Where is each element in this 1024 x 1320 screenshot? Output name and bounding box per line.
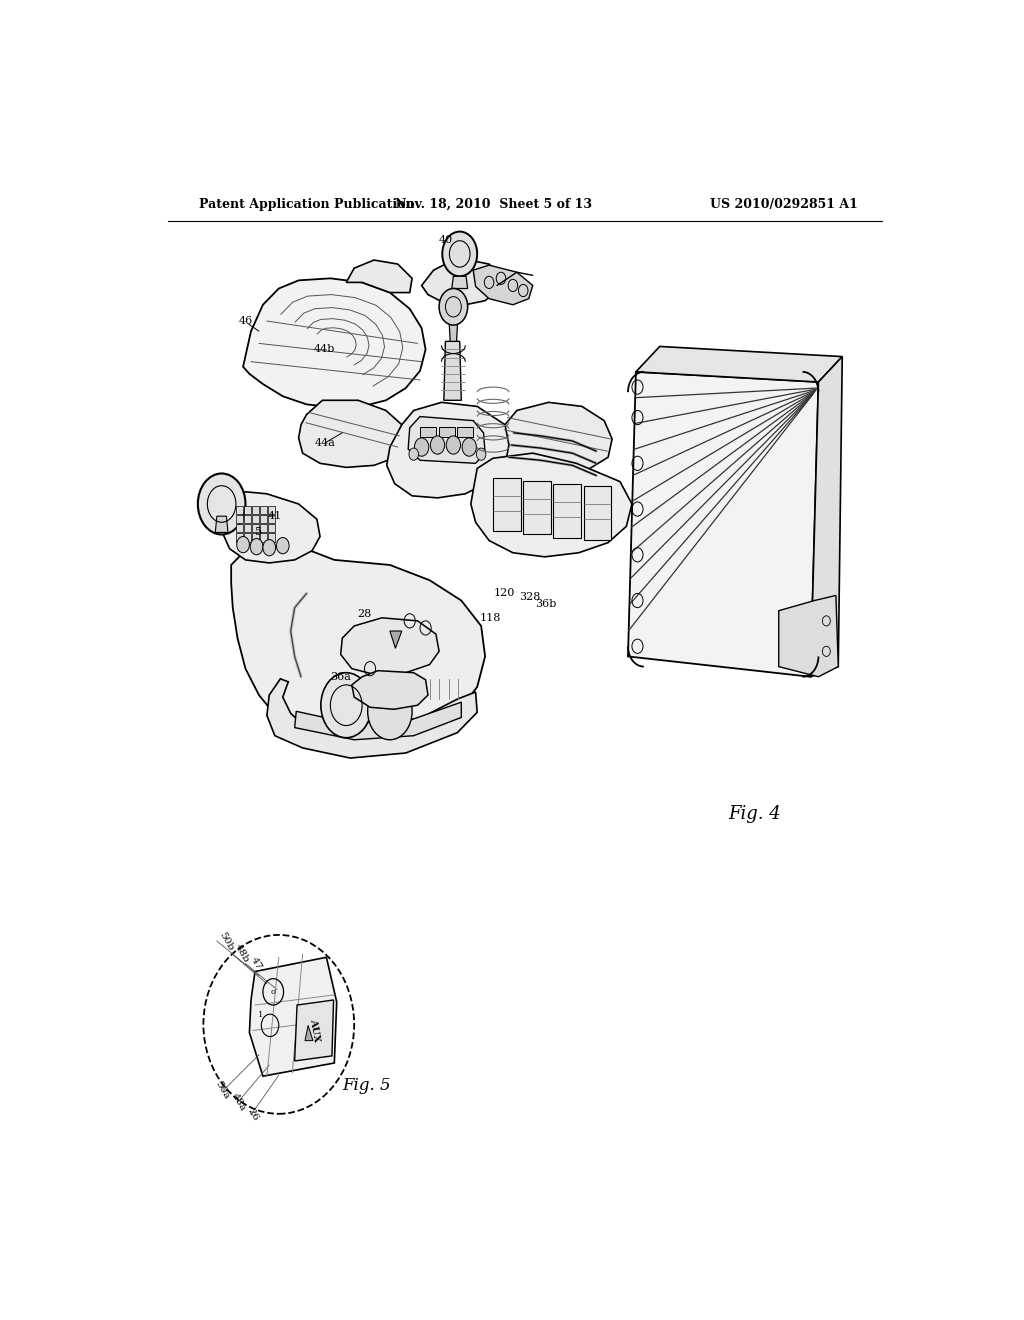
Text: 328: 328 [519,593,541,602]
Circle shape [476,447,486,461]
Polygon shape [223,492,321,562]
Polygon shape [458,426,473,437]
Polygon shape [244,515,251,523]
Polygon shape [390,631,401,648]
Polygon shape [387,403,509,498]
Polygon shape [236,533,243,541]
Polygon shape [244,524,251,532]
Text: Patent Application Publication: Patent Application Publication [200,198,415,211]
Polygon shape [267,524,274,532]
Polygon shape [811,356,842,677]
Polygon shape [260,515,267,523]
Polygon shape [267,506,274,515]
Polygon shape [449,313,458,342]
Polygon shape [584,486,611,540]
Polygon shape [500,403,612,475]
Circle shape [409,447,419,461]
Text: 5: 5 [255,528,262,537]
Polygon shape [471,453,632,557]
Polygon shape [523,480,551,535]
Polygon shape [215,516,228,532]
Text: 36b: 36b [535,598,556,609]
Polygon shape [452,276,468,289]
Circle shape [263,540,275,556]
Polygon shape [244,506,251,515]
Circle shape [198,474,246,535]
Polygon shape [267,515,274,523]
Polygon shape [252,506,259,515]
Polygon shape [494,478,521,532]
Polygon shape [636,346,842,381]
Text: 48a: 48a [229,1092,247,1113]
Polygon shape [243,279,426,408]
Text: 36a: 36a [331,672,351,681]
Polygon shape [267,533,274,541]
Text: 44a: 44a [314,438,335,447]
Polygon shape [295,702,461,739]
Text: AUX: AUX [308,1018,321,1043]
Polygon shape [260,506,267,515]
Text: US 2010/0292851 A1: US 2010/0292851 A1 [711,198,858,211]
Polygon shape [628,372,818,677]
Polygon shape [231,550,485,748]
Circle shape [462,438,476,457]
Text: 46: 46 [239,315,253,326]
Circle shape [446,436,461,454]
Circle shape [442,231,477,276]
Polygon shape [236,515,243,523]
Text: Fig. 4: Fig. 4 [728,805,781,822]
Polygon shape [252,524,259,532]
Polygon shape [409,417,485,463]
Circle shape [430,436,444,454]
Text: 118: 118 [479,612,501,623]
Circle shape [276,537,289,554]
Polygon shape [236,524,243,532]
Polygon shape [346,260,412,293]
Text: Fig. 5: Fig. 5 [342,1077,390,1094]
Text: 40: 40 [438,235,453,244]
Text: 120: 120 [494,589,515,598]
Text: 48b: 48b [232,942,251,964]
Polygon shape [267,678,477,758]
Text: Nov. 18, 2010  Sheet 5 of 13: Nov. 18, 2010 Sheet 5 of 13 [394,198,592,211]
Polygon shape [778,595,839,677]
Text: o: o [270,987,275,995]
Polygon shape [236,506,243,515]
Polygon shape [305,1026,313,1040]
Polygon shape [443,342,461,400]
Polygon shape [260,524,267,532]
Text: 50a: 50a [214,1080,231,1101]
Text: 47: 47 [249,956,263,972]
Text: 1: 1 [258,1011,263,1019]
Circle shape [439,289,468,325]
Text: 26: 26 [246,1107,260,1123]
Polygon shape [422,260,500,305]
Circle shape [321,673,372,738]
Polygon shape [244,533,251,541]
Polygon shape [250,957,337,1076]
Text: 41: 41 [267,511,282,521]
Text: 28: 28 [357,609,372,619]
Polygon shape [341,618,439,675]
Circle shape [368,682,412,739]
Polygon shape [299,400,404,467]
Text: 50b: 50b [217,931,234,952]
Text: 44b: 44b [314,345,336,355]
Polygon shape [295,1001,334,1061]
Circle shape [415,438,429,457]
Polygon shape [260,533,267,541]
Circle shape [237,536,250,553]
Polygon shape [252,533,259,541]
Polygon shape [473,265,532,305]
Polygon shape [439,426,455,437]
Polygon shape [553,483,582,537]
Polygon shape [352,671,428,709]
Polygon shape [252,515,259,523]
Polygon shape [420,426,436,437]
Circle shape [250,539,263,554]
